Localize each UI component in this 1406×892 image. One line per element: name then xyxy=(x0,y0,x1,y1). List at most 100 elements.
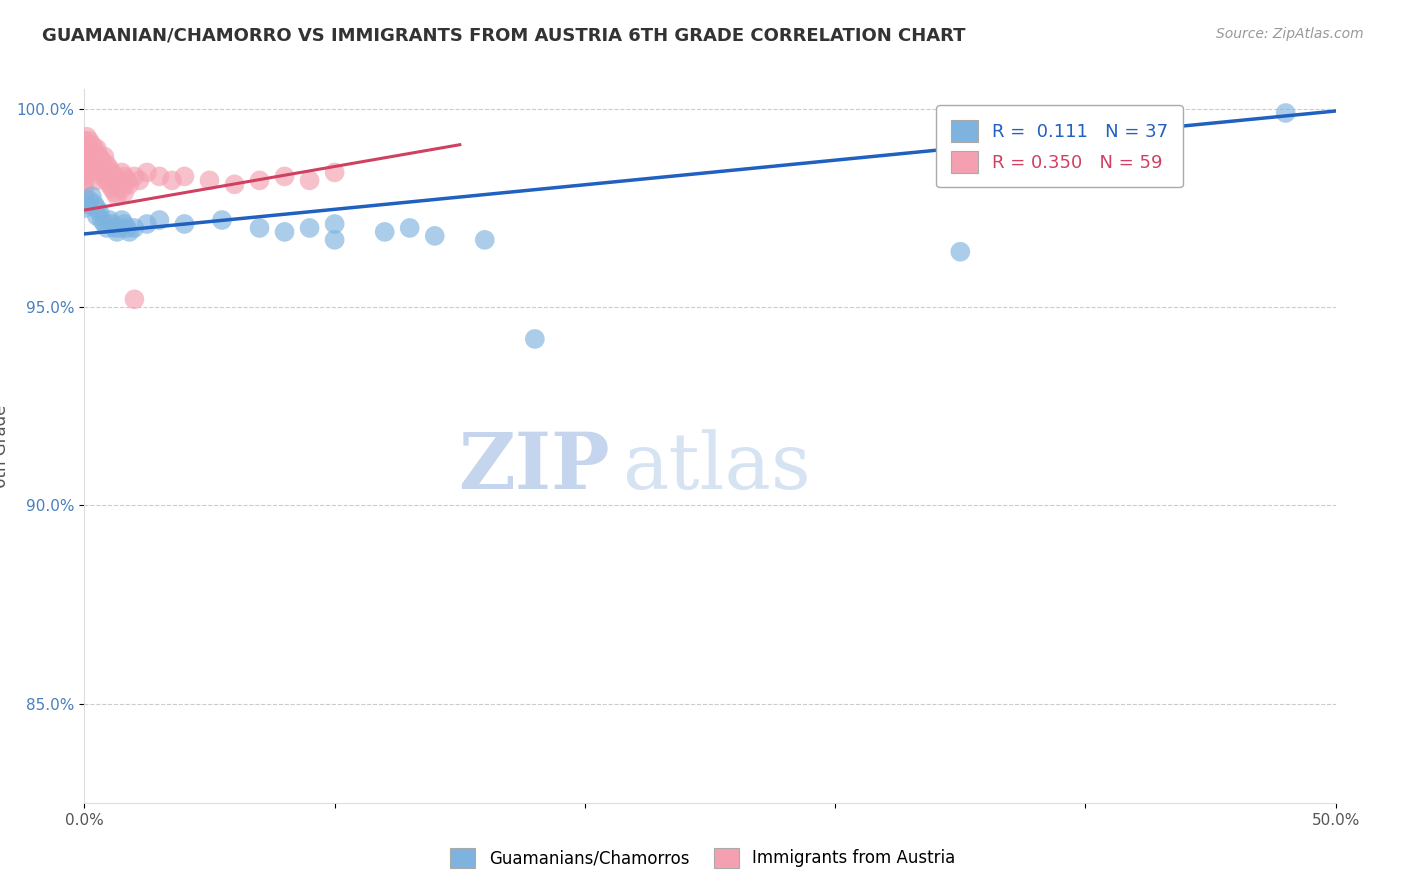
Point xyxy=(103,186,125,200)
Point xyxy=(101,181,124,195)
Point xyxy=(273,169,295,184)
Point xyxy=(136,165,159,179)
Point xyxy=(115,173,138,187)
Point xyxy=(103,169,125,184)
Point xyxy=(323,165,346,179)
Point xyxy=(111,213,134,227)
Point xyxy=(73,142,96,156)
Point xyxy=(93,165,115,179)
Point xyxy=(90,153,112,168)
Point xyxy=(124,221,146,235)
Point xyxy=(108,178,131,192)
Point xyxy=(76,129,98,144)
Legend: Guamanians/Chamorros, Immigrants from Austria: Guamanians/Chamorros, Immigrants from Au… xyxy=(444,841,962,875)
Point xyxy=(93,217,115,231)
Point xyxy=(86,161,108,176)
Point xyxy=(323,217,346,231)
Point xyxy=(118,178,141,192)
Point xyxy=(96,221,118,235)
Point xyxy=(86,209,108,223)
Point xyxy=(211,213,233,227)
Point xyxy=(374,225,396,239)
Point xyxy=(474,233,496,247)
Y-axis label: 6th Grade: 6th Grade xyxy=(0,404,10,488)
Point xyxy=(112,217,135,231)
Point xyxy=(73,134,96,148)
Point xyxy=(128,173,150,187)
Point xyxy=(73,165,96,179)
Point xyxy=(111,181,134,195)
Text: GUAMANIAN/CHAMORRO VS IMMIGRANTS FROM AUSTRIA 6TH GRADE CORRELATION CHART: GUAMANIAN/CHAMORRO VS IMMIGRANTS FROM AU… xyxy=(42,27,966,45)
Point xyxy=(79,134,101,148)
Point xyxy=(105,189,128,203)
Point xyxy=(101,165,124,179)
Point xyxy=(124,169,146,184)
Point xyxy=(148,213,170,227)
Text: Source: ZipAtlas.com: Source: ZipAtlas.com xyxy=(1216,27,1364,41)
Point xyxy=(108,221,131,235)
Point xyxy=(98,213,121,227)
Point xyxy=(79,161,101,176)
Point xyxy=(79,193,101,207)
Point xyxy=(160,173,183,187)
Point xyxy=(76,145,98,160)
Point xyxy=(86,142,108,156)
Point xyxy=(112,169,135,184)
Point xyxy=(73,150,96,164)
Point xyxy=(112,186,135,200)
Point xyxy=(96,157,118,171)
Point xyxy=(1274,106,1296,120)
Point xyxy=(118,225,141,239)
Point xyxy=(89,150,111,164)
Point xyxy=(423,228,446,243)
Text: ZIP: ZIP xyxy=(458,429,610,506)
Point xyxy=(101,217,124,231)
Point xyxy=(73,178,96,192)
Point xyxy=(198,173,221,187)
Point xyxy=(115,221,138,235)
Point xyxy=(73,189,96,203)
Point xyxy=(124,293,146,307)
Point xyxy=(173,169,195,184)
Point xyxy=(86,201,108,215)
Point xyxy=(73,157,96,171)
Point xyxy=(103,221,125,235)
Point xyxy=(80,189,103,203)
Point xyxy=(90,169,112,184)
Point xyxy=(173,217,195,231)
Point xyxy=(98,178,121,192)
Point xyxy=(523,332,546,346)
Point xyxy=(148,169,170,184)
Point xyxy=(96,173,118,187)
Point xyxy=(323,233,346,247)
Point xyxy=(298,173,321,187)
Point xyxy=(224,178,246,192)
Point xyxy=(86,173,108,187)
Point xyxy=(93,150,115,164)
Point xyxy=(136,217,159,231)
Point xyxy=(83,157,105,171)
Point xyxy=(76,137,98,152)
Point xyxy=(249,221,271,235)
Point xyxy=(73,181,96,195)
Point xyxy=(249,173,271,187)
Point xyxy=(83,197,105,211)
Point xyxy=(98,161,121,176)
Point xyxy=(80,137,103,152)
Point xyxy=(90,213,112,227)
Point xyxy=(76,197,98,211)
Point xyxy=(73,169,96,184)
Point xyxy=(273,225,295,239)
Point xyxy=(111,165,134,179)
Point xyxy=(89,165,111,179)
Text: atlas: atlas xyxy=(623,430,811,505)
Point xyxy=(73,201,96,215)
Point xyxy=(73,197,96,211)
Point xyxy=(83,142,105,156)
Point xyxy=(89,205,111,219)
Point xyxy=(80,153,103,168)
Point xyxy=(949,244,972,259)
Point xyxy=(398,221,420,235)
Legend: R =  0.111   N = 37, R = 0.350   N = 59: R = 0.111 N = 37, R = 0.350 N = 59 xyxy=(936,105,1182,187)
Point xyxy=(298,221,321,235)
